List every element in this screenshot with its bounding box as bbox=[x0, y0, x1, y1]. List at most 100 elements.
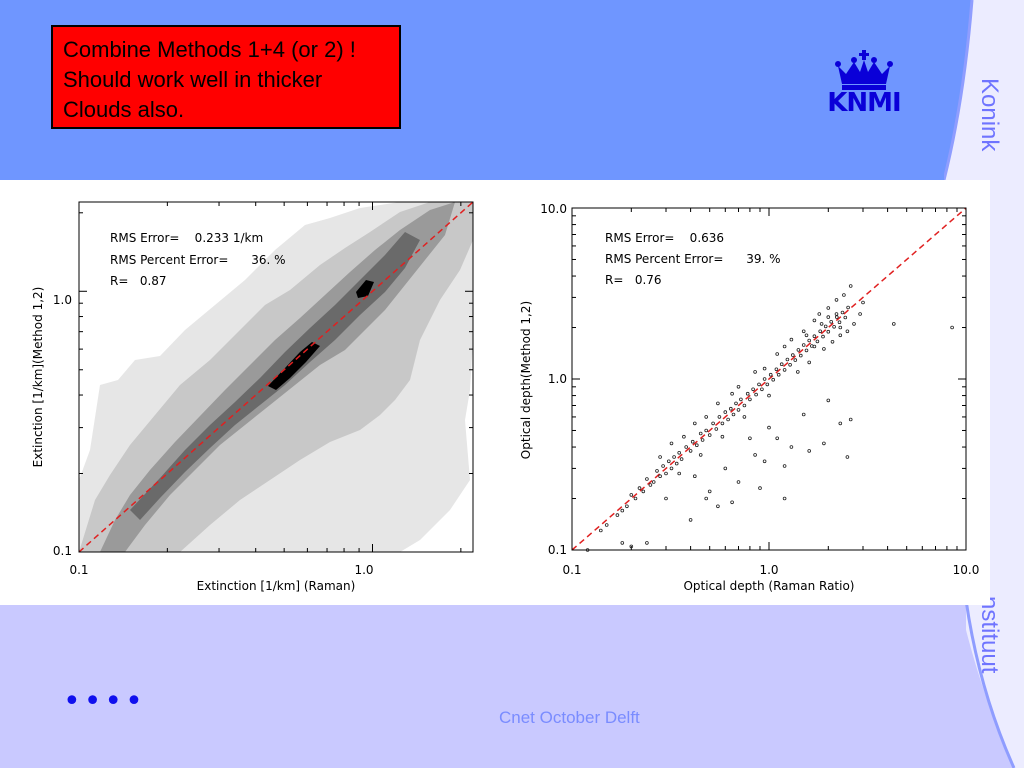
scatter-point bbox=[788, 363, 792, 367]
scatter-point bbox=[645, 477, 649, 481]
scatter-point bbox=[664, 496, 668, 501]
scatter-point bbox=[707, 489, 712, 494]
scatter-point bbox=[731, 412, 736, 417]
one-to-one-line bbox=[571, 207, 967, 551]
scatter-point bbox=[829, 320, 833, 324]
scatter-point bbox=[751, 387, 755, 392]
y-tick-label: 0.1 bbox=[53, 544, 72, 558]
scatter-point bbox=[734, 401, 738, 406]
scatter-point bbox=[812, 344, 817, 349]
scatter-point bbox=[757, 382, 761, 387]
scatter-point bbox=[796, 348, 801, 352]
scatter-point bbox=[790, 353, 795, 357]
stat-rms-percent: RMS Percent Error= 36. % bbox=[110, 253, 286, 267]
x-tick-label: 1.0 bbox=[759, 563, 778, 577]
scatter-point bbox=[620, 508, 625, 513]
y-axis-label: Optical depth(Method 1,2) bbox=[519, 301, 533, 459]
scatter-point bbox=[842, 293, 846, 297]
x-axis-label: Extinction [1/km] (Raman) bbox=[197, 579, 356, 593]
scatter-point bbox=[704, 415, 708, 419]
scatter-point bbox=[785, 357, 790, 362]
scatter-point bbox=[891, 322, 896, 326]
scatter-point bbox=[739, 397, 743, 402]
plot-frame bbox=[78, 201, 474, 553]
scatter-point bbox=[767, 393, 771, 398]
scatter-point bbox=[748, 397, 752, 402]
scatter-point bbox=[620, 541, 625, 545]
scatter-point bbox=[782, 368, 787, 372]
note-line-3: Clouds also. bbox=[63, 97, 185, 122]
bullet-dots: •••• bbox=[63, 684, 146, 719]
scatter-point bbox=[723, 410, 728, 414]
axis-ticks bbox=[78, 202, 473, 553]
scatter-point bbox=[758, 486, 762, 490]
note-box: Combine Methods 1+4 (or 2) ! Should work… bbox=[51, 25, 401, 129]
scatter-point bbox=[698, 431, 703, 436]
scatter-points bbox=[585, 284, 954, 552]
y-axis-label: Extinction [1/km](Method 1,2) bbox=[31, 287, 45, 468]
scatter-point bbox=[720, 421, 725, 426]
scatter-point bbox=[720, 434, 725, 439]
scatter-point bbox=[852, 322, 856, 326]
scatter-point bbox=[845, 329, 850, 334]
scatter-point bbox=[716, 401, 720, 406]
scatter-point bbox=[658, 474, 662, 479]
scatter-point bbox=[716, 504, 720, 509]
scatter-point bbox=[704, 496, 708, 501]
scatter-point bbox=[822, 347, 826, 351]
scatter-point bbox=[832, 325, 836, 329]
scatter-point bbox=[801, 412, 806, 417]
scatter-point bbox=[807, 338, 811, 343]
scatter-point bbox=[745, 391, 750, 396]
scatter-point bbox=[694, 443, 699, 448]
scatter-point bbox=[629, 544, 634, 549]
stat-r: R= 0.76 bbox=[605, 273, 662, 287]
scatter-point bbox=[826, 329, 831, 334]
scatter-point bbox=[807, 449, 811, 453]
scatter-point bbox=[742, 415, 747, 419]
scatter-point bbox=[807, 360, 811, 365]
scatter-point bbox=[826, 315, 831, 319]
scatter-point bbox=[798, 353, 803, 358]
scatter-point bbox=[692, 474, 697, 479]
scatter-point bbox=[661, 464, 665, 468]
scatter-point bbox=[804, 333, 809, 338]
scatter-point bbox=[637, 486, 642, 490]
scatter-point bbox=[804, 348, 809, 353]
scatter-point bbox=[848, 417, 853, 422]
scatter-point bbox=[674, 461, 679, 466]
axis-ticks bbox=[571, 207, 967, 551]
scatter-point bbox=[633, 496, 638, 501]
scatter-point bbox=[771, 377, 775, 382]
scatter-point bbox=[861, 300, 865, 305]
stat-rms-percent: RMS Percent Error= 39. % bbox=[605, 252, 781, 266]
scatter-point bbox=[625, 504, 629, 509]
scatter-point bbox=[679, 457, 684, 461]
crown-icon bbox=[835, 50, 893, 90]
scatter-point bbox=[714, 427, 719, 431]
scatter-point bbox=[789, 445, 794, 449]
scatter-point bbox=[604, 523, 609, 527]
scatter-point bbox=[838, 421, 843, 426]
scatter-point bbox=[672, 455, 676, 459]
scatter-point bbox=[651, 480, 656, 484]
scatter-point bbox=[819, 322, 824, 326]
stat-rms-error: RMS Error= 0.233 1/km bbox=[110, 231, 263, 245]
scatter-point bbox=[834, 315, 839, 319]
logo-text: KNMI bbox=[827, 88, 901, 118]
scatter-point bbox=[730, 500, 734, 505]
scatter-point bbox=[782, 496, 787, 501]
scatter-point bbox=[834, 312, 839, 316]
scatter-point bbox=[754, 392, 758, 397]
scatter-point bbox=[858, 312, 862, 316]
scatter-point bbox=[782, 464, 787, 468]
scatter-point bbox=[812, 334, 817, 339]
scatter-point bbox=[615, 513, 620, 517]
scatter-point bbox=[682, 434, 686, 439]
y-tick-label: 10.0 bbox=[540, 202, 567, 216]
scatter-point bbox=[666, 459, 671, 464]
scatter-point bbox=[950, 325, 954, 330]
scatter-point bbox=[677, 471, 681, 476]
x-tick-label: 10.0 bbox=[953, 563, 980, 577]
scatter-point bbox=[795, 370, 800, 374]
